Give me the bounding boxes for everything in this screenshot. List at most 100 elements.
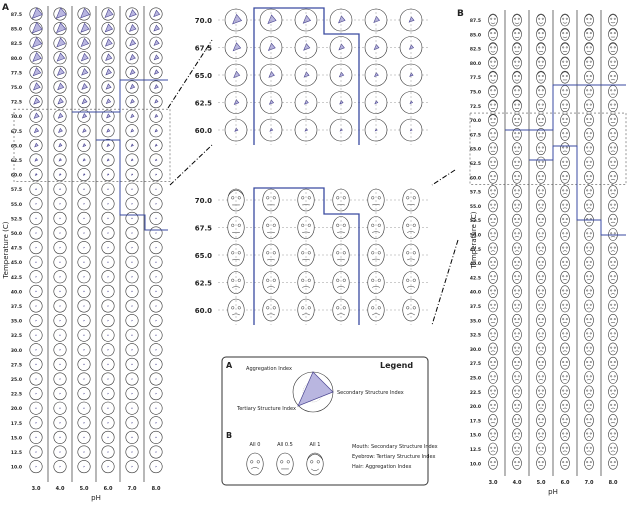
x-tick-label: 3.0 (489, 480, 498, 486)
face (513, 443, 522, 455)
face (489, 229, 498, 241)
y-tick-label: 40.0 (11, 289, 22, 295)
face (489, 57, 498, 69)
face (585, 57, 594, 69)
face (513, 300, 522, 312)
y-tick-label: 65.0 (195, 252, 212, 260)
y-tick-label: 67.5 (470, 132, 481, 138)
face (513, 457, 522, 469)
face (585, 100, 594, 112)
face (585, 243, 594, 255)
face (585, 286, 594, 298)
face (585, 343, 594, 355)
y-tick-label: 27.5 (11, 362, 22, 368)
x-tick-label: 6.0 (104, 486, 113, 492)
y-tick-label: 70.0 (195, 197, 212, 205)
y-tick-label: 22.5 (11, 392, 22, 398)
face (585, 271, 594, 283)
face (585, 314, 594, 326)
y-tick-label: 85.0 (11, 27, 22, 33)
face (561, 86, 570, 98)
face (561, 57, 570, 69)
face (609, 400, 618, 412)
face (609, 414, 618, 426)
radar-glyph (83, 174, 84, 175)
y-tick-label: 37.5 (11, 304, 22, 310)
y-tick-label: 15.0 (470, 433, 481, 439)
y-tick-label: 30.0 (11, 348, 22, 354)
face (585, 429, 594, 441)
face (609, 429, 618, 441)
face (513, 143, 522, 155)
face (585, 14, 594, 26)
face (513, 100, 522, 112)
face (263, 272, 280, 294)
face (585, 114, 594, 126)
radar-glyph (108, 189, 109, 190)
y-tick-label: 22.5 (470, 390, 481, 396)
face (228, 217, 245, 239)
face (513, 357, 522, 369)
y-tick-label: 45.0 (470, 261, 481, 267)
face (561, 28, 570, 40)
legend-text: B (226, 431, 232, 440)
y-tick-label: 30.0 (470, 347, 481, 353)
x-axis-label: pH (91, 494, 101, 502)
y-tick-label: 67.5 (195, 225, 212, 233)
y-tick-label: 55.0 (470, 204, 481, 210)
face (403, 217, 420, 239)
face (513, 186, 522, 198)
face (489, 457, 498, 469)
radar-glyph (132, 174, 133, 175)
face (585, 86, 594, 98)
face (537, 386, 546, 398)
face (489, 314, 498, 326)
face (609, 128, 618, 140)
face (489, 14, 498, 26)
face (585, 257, 594, 269)
y-tick-label: 70.0 (470, 118, 481, 124)
face (489, 86, 498, 98)
x-tick-label: 8.0 (609, 480, 618, 486)
y-tick-label: 52.5 (11, 216, 22, 222)
face (513, 14, 522, 26)
face (561, 343, 570, 355)
face (489, 343, 498, 355)
legend-text: Tertiary Structure Index (236, 406, 296, 412)
face (537, 157, 546, 169)
panel-label: A (2, 3, 9, 13)
y-tick-label: 42.5 (470, 275, 481, 281)
face (513, 57, 522, 69)
face (513, 257, 522, 269)
face (585, 28, 594, 40)
face (489, 28, 498, 40)
face (537, 57, 546, 69)
face (585, 128, 594, 140)
face (489, 443, 498, 455)
face (489, 386, 498, 398)
face (489, 286, 498, 298)
face (561, 300, 570, 312)
face (513, 372, 522, 384)
face (263, 244, 280, 266)
face (561, 229, 570, 241)
face (489, 243, 498, 255)
face (561, 400, 570, 412)
face (513, 414, 522, 426)
y-tick-label: 80.0 (11, 56, 22, 62)
radar-glyph (36, 189, 37, 190)
legend-text: All 0.5 (277, 442, 293, 448)
face (489, 257, 498, 269)
face (585, 414, 594, 426)
face (609, 100, 618, 112)
face (513, 400, 522, 412)
face (561, 43, 570, 55)
y-tick-label: 32.5 (470, 333, 481, 339)
x-tick-label: 7.0 (128, 486, 137, 492)
face (489, 329, 498, 341)
y-tick-label: 82.5 (11, 41, 22, 47)
face (609, 443, 618, 455)
face (561, 357, 570, 369)
face (513, 214, 522, 226)
y-tick-label: 47.5 (11, 246, 22, 252)
